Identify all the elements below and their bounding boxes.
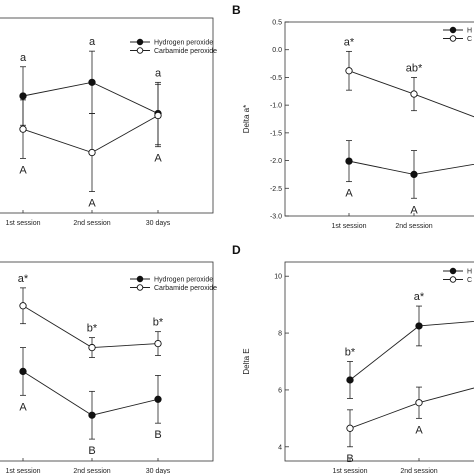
x-tick-label: 2nd session xyxy=(395,223,432,230)
x-tick-label: 2nd session xyxy=(73,220,110,227)
legend-marker xyxy=(449,26,457,34)
legend-entry: Hydrogen peroxide xyxy=(154,40,213,47)
significance-label: A xyxy=(19,164,27,176)
y-tick-label: 10 xyxy=(274,274,282,281)
y-tick-label: 8 xyxy=(278,331,282,338)
y-tick-label: -1.0 xyxy=(270,103,282,110)
y-tick-label: 0.5 xyxy=(272,20,282,27)
plot-frame xyxy=(0,17,214,214)
significance-label: B xyxy=(88,445,95,457)
y-tick-label: -0.5 xyxy=(270,75,282,82)
chart-panel-1: 1st session 2nd session 30 days a a a A A A Hydro… xyxy=(0,17,217,227)
legend-entry: H xyxy=(467,28,472,35)
legend-marker xyxy=(136,47,144,54)
significance-label: A xyxy=(154,153,162,165)
data-point xyxy=(415,399,423,407)
x-tick-label: 30 days xyxy=(146,220,171,227)
significance-label: a* xyxy=(18,273,29,285)
data-point xyxy=(88,78,96,87)
legend-marker xyxy=(136,275,144,283)
significance-label: a* xyxy=(344,36,355,48)
significance-label: A xyxy=(345,188,353,200)
x-tick-label: 1st session xyxy=(5,220,40,227)
data-point xyxy=(154,111,162,120)
significance-label: A xyxy=(415,424,423,436)
data-point xyxy=(19,367,27,376)
legend-marker xyxy=(136,38,144,46)
y-tick-label: -3.0 xyxy=(270,214,282,221)
significance-label: a* xyxy=(414,291,425,303)
x-tick-label: 1st session xyxy=(332,468,367,474)
series-line xyxy=(349,320,474,381)
data-point xyxy=(154,395,162,403)
legend-marker xyxy=(449,267,457,275)
data-point xyxy=(88,411,96,419)
legend-entry: C xyxy=(467,36,472,43)
y-tick-label: -2.5 xyxy=(270,186,282,193)
significance-label: b* xyxy=(345,347,356,359)
y-axis-label: Delta a* xyxy=(242,105,251,133)
data-point xyxy=(19,125,27,133)
y-tick-label: 4 xyxy=(278,444,282,451)
significance-label: a xyxy=(155,67,162,79)
panel-label: B xyxy=(232,3,241,17)
x-tick-label: 30 days xyxy=(146,468,171,474)
significance-label: B xyxy=(154,429,161,441)
legend-entry: H xyxy=(467,269,472,276)
data-point xyxy=(346,424,354,432)
legend-entry: C xyxy=(467,277,472,284)
legend-entry: Hydrogen peroxide xyxy=(154,277,213,284)
plot-frame xyxy=(284,21,474,217)
y-tick-label: 6 xyxy=(278,387,282,394)
data-point xyxy=(88,148,96,157)
legend-entry: Carbamide peroxide xyxy=(154,285,217,292)
data-point xyxy=(88,343,96,352)
y-tick-label: -1.5 xyxy=(270,130,282,137)
series-line xyxy=(22,115,159,154)
x-tick-label: 1st session xyxy=(5,468,40,474)
legend-marker xyxy=(136,284,144,291)
panel-label: D xyxy=(232,243,241,257)
data-point xyxy=(345,157,353,165)
significance-label: b* xyxy=(153,317,164,329)
data-point xyxy=(19,92,27,100)
legend-marker xyxy=(449,276,457,283)
x-tick-label: 2nd session xyxy=(73,468,110,474)
significance-label: a xyxy=(89,36,96,48)
data-point xyxy=(154,339,162,348)
y-tick-label: -2.0 xyxy=(270,158,282,165)
series-line xyxy=(22,81,159,114)
y-axis-label: Delta E xyxy=(242,348,251,374)
data-point xyxy=(410,90,418,98)
data-point xyxy=(19,302,27,310)
y-tick-label: 0.0 xyxy=(272,47,282,54)
plot-frame xyxy=(284,261,474,462)
data-point xyxy=(410,170,418,179)
series-line xyxy=(22,371,159,416)
legend-entry: Carbamide peroxide xyxy=(154,48,217,55)
data-point xyxy=(346,376,354,384)
significance-label: B xyxy=(346,453,353,465)
series-line xyxy=(349,387,474,429)
significance-label: A xyxy=(19,401,27,413)
x-tick-label: 2nd session xyxy=(400,468,437,474)
significance-label: A xyxy=(410,204,418,216)
significance-label: ab* xyxy=(406,62,423,74)
chart-panel-3: 1st session 2nd session 30 days a* b* b* A B B Hy… xyxy=(0,261,217,474)
significance-label: a xyxy=(20,52,27,64)
significance-label: b* xyxy=(87,323,98,335)
data-point xyxy=(415,322,423,330)
x-tick-label: 1st session xyxy=(331,223,366,230)
data-point xyxy=(345,67,353,75)
legend-marker xyxy=(449,35,457,42)
chart-panel-2: B 0.5 0.0 -0.5 -1.0 -1.5 -2.0 -2.5 -3.0 Delta a* 1… xyxy=(232,3,474,230)
plot-frame xyxy=(0,261,214,462)
significance-label: A xyxy=(88,198,96,210)
